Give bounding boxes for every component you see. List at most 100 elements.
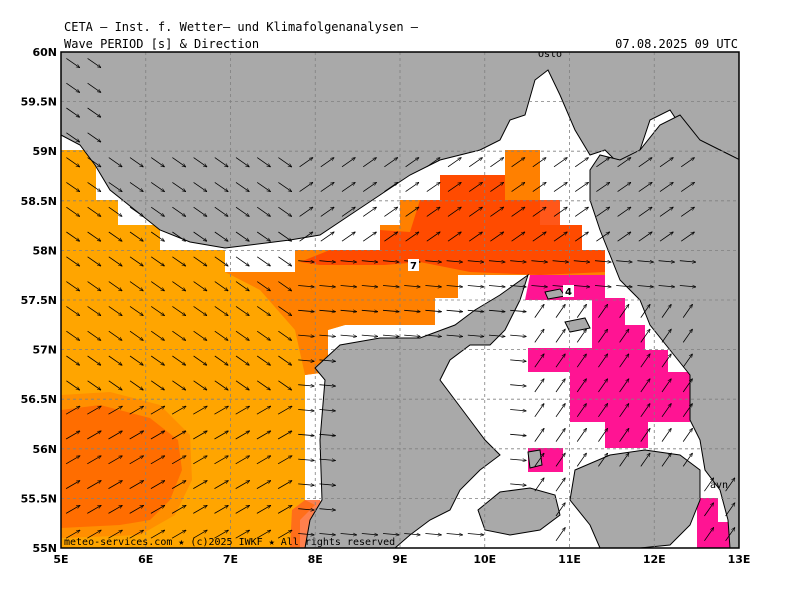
direction-arrow: [661, 428, 671, 442]
direction-arrow: [214, 530, 229, 539]
contour-label-4: 4: [565, 287, 572, 298]
direction-arrow: [467, 310, 484, 311]
direction-arrow: [172, 306, 185, 315]
direction-arrow: [66, 58, 79, 67]
direction-arrow: [150, 456, 165, 465]
direction-arrow: [534, 428, 544, 442]
direction-arrow: [214, 231, 228, 241]
direction-arrow: [87, 456, 101, 465]
direction-arrow: [640, 354, 650, 368]
direction-arrow: [129, 431, 144, 440]
direction-arrow: [108, 505, 123, 514]
direction-arrow: [320, 207, 334, 217]
direction-arrow: [256, 355, 270, 365]
direction-arrow: [129, 355, 143, 365]
map-frame: [60, 51, 740, 549]
direction-arrow: [150, 157, 164, 167]
direction-arrow: [235, 505, 250, 514]
direction-arrow: [278, 206, 291, 216]
direction-arrow: [362, 207, 376, 217]
direction-arrow: [87, 281, 101, 291]
direction-arrow: [340, 261, 357, 262]
direction-arrow: [680, 158, 694, 168]
direction-arrow: [468, 232, 482, 242]
direction-arrow: [446, 261, 463, 262]
direction-arrow: [340, 310, 357, 311]
direction-arrow: [65, 456, 80, 465]
direction-arrow: [404, 310, 420, 311]
y-axis-labels: 55N 55.5N 56N 56.5N 57N 57.5N 58N 58.5N 59N 59.5N…: [21, 46, 57, 555]
direction-arrow: [319, 410, 335, 411]
direction-arrow: [65, 431, 80, 440]
direction-arrow: [680, 207, 694, 217]
direction-arrow: [235, 231, 249, 241]
direction-arrow: [319, 509, 335, 510]
direction-arrow: [384, 182, 397, 192]
direction-arrow: [298, 459, 314, 460]
direction-arrow: [576, 404, 586, 418]
direction-arrow: [150, 182, 164, 191]
direction-arrow: [361, 261, 378, 262]
direction-arrow: [638, 182, 652, 192]
direction-arrow: [682, 453, 692, 467]
direction-arrow: [256, 182, 270, 191]
direction-arrow: [150, 530, 165, 539]
land-funen: [477, 487, 561, 536]
direction-arrow: [382, 310, 399, 311]
direction-arrow: [531, 261, 547, 262]
direction-arrow: [362, 158, 376, 168]
direction-arrow: [172, 281, 185, 291]
y-tick-label: 57N: [32, 344, 57, 357]
direction-arrow: [555, 528, 565, 542]
direction-arrow: [256, 380, 270, 390]
direction-arrow: [446, 335, 463, 336]
direction-arrow: [320, 232, 334, 242]
direction-arrow: [510, 310, 526, 311]
direction-arrow: [555, 453, 565, 467]
contour-label-bg-7: [408, 259, 419, 271]
direction-arrow: [510, 335, 526, 336]
direction-arrow: [108, 330, 122, 340]
direction-arrow: [616, 261, 632, 262]
direction-arrow: [278, 306, 291, 315]
direction-arrow: [150, 330, 164, 340]
direction-arrow: [214, 182, 228, 191]
direction-arrow: [277, 530, 292, 539]
direction-arrow: [193, 380, 207, 390]
direction-arrow: [214, 330, 228, 340]
direction-arrow: [619, 404, 629, 418]
direction-arrow: [534, 329, 544, 343]
direction-arrow: [319, 360, 335, 361]
direction-arrow: [682, 428, 692, 442]
direction-arrow: [596, 207, 609, 217]
map-title: CETA — Inst. f. Wetter— und Klimafolgena…: [64, 20, 419, 34]
direction-arrow: [619, 329, 629, 343]
direction-arrow: [640, 404, 650, 418]
direction-arrow: [235, 182, 249, 191]
x-tick-label: 11E: [558, 553, 581, 566]
direction-arrow: [680, 182, 694, 192]
direction-arrow: [488, 261, 505, 262]
direction-arrow: [172, 256, 185, 266]
direction-arrow: [150, 481, 165, 489]
direction-arrow: [382, 261, 399, 262]
direction-arrow: [66, 231, 79, 241]
direction-arrow: [574, 232, 588, 242]
direction-arrow: [426, 182, 440, 192]
direction-arrow: [193, 355, 207, 365]
direction-arrow: [532, 232, 546, 242]
period-zone-short-3: [697, 498, 739, 548]
direction-arrow: [426, 232, 440, 242]
direction-arrow: [510, 286, 526, 287]
direction-arrow: [66, 281, 79, 291]
direction-arrow: [319, 335, 335, 336]
direction-arrow: [426, 158, 440, 168]
direction-arrow: [661, 329, 671, 343]
direction-arrow: [214, 281, 228, 291]
direction-arrow: [150, 355, 164, 365]
direction-arrow: [573, 286, 590, 287]
direction-arrow: [87, 256, 101, 266]
direction-arrow: [617, 207, 631, 217]
direction-arrow: [150, 281, 164, 291]
direction-arrow: [617, 158, 631, 168]
